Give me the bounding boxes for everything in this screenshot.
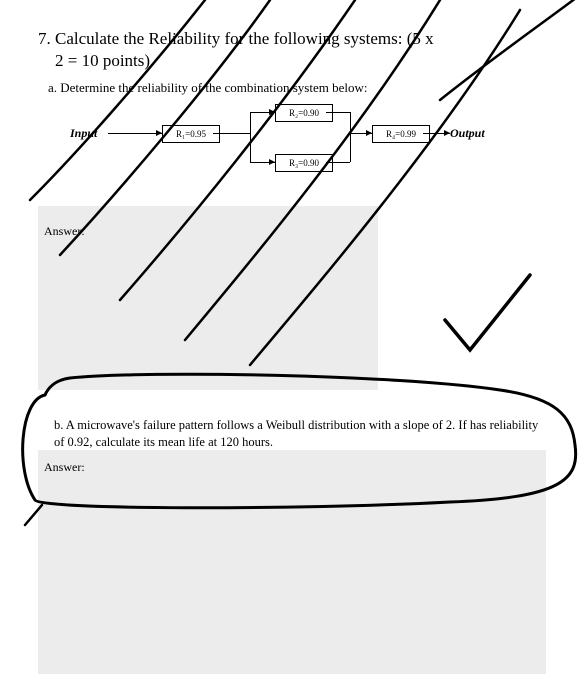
answer-label-b: Answer:	[44, 460, 85, 475]
line	[350, 112, 351, 162]
question-number: 7.	[38, 29, 51, 48]
block-r3: R₃=0.90	[275, 154, 333, 172]
line	[250, 112, 251, 162]
question-text-1: Calculate the Reliability for the follow…	[55, 29, 434, 48]
line	[326, 162, 350, 163]
line	[213, 133, 250, 134]
output-label: Output	[450, 126, 485, 141]
arrow-icon	[366, 130, 372, 136]
line	[108, 133, 162, 134]
answer-label-a: Answer:	[44, 224, 85, 239]
arrow-icon	[156, 130, 162, 136]
answer-box-b	[38, 450, 546, 674]
arrow-icon	[444, 130, 450, 136]
answer-box-a	[38, 206, 378, 390]
part-b-text: b. A microwave's failure pattern follows…	[54, 417, 544, 451]
question-text-2: 2 = 10 points)	[55, 51, 150, 70]
question-title: 7. Calculate the Reliability for the fol…	[38, 28, 558, 72]
block-r4: R₄=0.99	[372, 125, 430, 143]
line	[326, 112, 350, 113]
input-label: Input	[70, 126, 97, 141]
part-a-text: a. Determine the reliability of the comb…	[48, 80, 368, 96]
reliability-diagram: Input Output R₁=0.95 R₂=0.90 R₃=0.90 R₄=…	[70, 98, 500, 188]
page: 7. Calculate the Reliability for the fol…	[0, 0, 584, 700]
block-r1: R₁=0.95	[162, 125, 220, 143]
arrow-icon	[269, 109, 275, 115]
arrow-icon	[269, 159, 275, 165]
block-r2: R₂=0.90	[275, 104, 333, 122]
